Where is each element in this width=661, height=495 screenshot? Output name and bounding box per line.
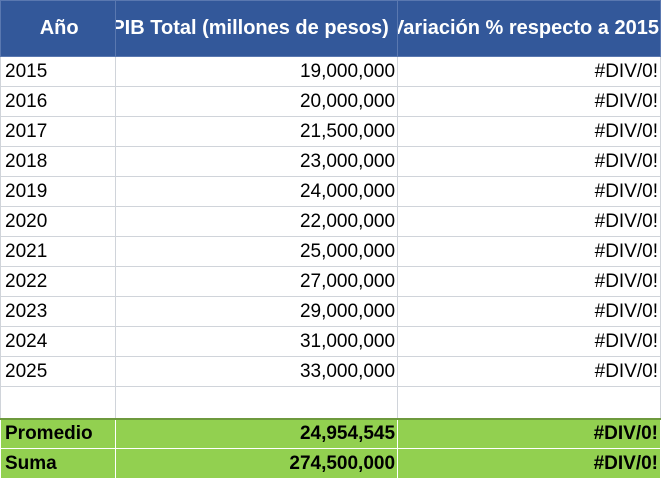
empty-cell[interactable] bbox=[115, 386, 399, 419]
cell-year[interactable]: 2024 bbox=[0, 326, 117, 357]
header-cell-year[interactable]: Año bbox=[0, 0, 117, 57]
table-row: 2021 25,000,000 #DIV/0! bbox=[0, 236, 661, 267]
sum-row: Suma 274,500,000 #DIV/0! bbox=[0, 448, 661, 479]
table-row: 2025 33,000,000 #DIV/0! bbox=[0, 356, 661, 387]
average-pib[interactable]: 24,954,545 bbox=[115, 417, 399, 449]
cell-year[interactable]: 2019 bbox=[0, 176, 117, 207]
table-row: 2019 24,000,000 #DIV/0! bbox=[0, 176, 661, 207]
cell-year[interactable]: 2018 bbox=[0, 146, 117, 177]
table-row: 2023 29,000,000 #DIV/0! bbox=[0, 296, 661, 327]
table-row: 2024 31,000,000 #DIV/0! bbox=[0, 326, 661, 357]
average-label[interactable]: Promedio bbox=[0, 417, 117, 449]
cell-pib[interactable]: 24,000,000 bbox=[115, 176, 399, 207]
header-cell-variation[interactable]: Variación % respecto a 2015 bbox=[397, 0, 661, 57]
table-row: 2022 27,000,000 #DIV/0! bbox=[0, 266, 661, 297]
cell-variation[interactable]: #DIV/0! bbox=[397, 146, 661, 177]
cell-year[interactable]: 2022 bbox=[0, 266, 117, 297]
table-row: 2018 23,000,000 #DIV/0! bbox=[0, 146, 661, 177]
cell-variation[interactable]: #DIV/0! bbox=[397, 266, 661, 297]
cell-year[interactable]: 2021 bbox=[0, 236, 117, 267]
empty-row bbox=[0, 386, 661, 419]
average-row: Promedio 24,954,545 #DIV/0! bbox=[0, 417, 661, 449]
sum-label[interactable]: Suma bbox=[0, 448, 117, 479]
cell-variation[interactable]: #DIV/0! bbox=[397, 236, 661, 267]
cell-pib[interactable]: 23,000,000 bbox=[115, 146, 399, 177]
cell-pib[interactable]: 21,500,000 bbox=[115, 116, 399, 147]
cell-pib[interactable]: 27,000,000 bbox=[115, 266, 399, 297]
cell-year[interactable]: 2025 bbox=[0, 356, 117, 387]
cell-year[interactable]: 2016 bbox=[0, 86, 117, 117]
cell-variation[interactable]: #DIV/0! bbox=[397, 206, 661, 237]
cell-pib[interactable]: 19,000,000 bbox=[115, 56, 399, 87]
cell-pib[interactable]: 29,000,000 bbox=[115, 296, 399, 327]
cell-pib[interactable]: 33,000,000 bbox=[115, 356, 399, 387]
empty-cell[interactable] bbox=[397, 386, 661, 419]
cell-pib[interactable]: 31,000,000 bbox=[115, 326, 399, 357]
header-cell-pib[interactable]: PIB Total (millones de pesos) bbox=[115, 0, 399, 57]
empty-cell[interactable] bbox=[0, 386, 117, 419]
sum-variation[interactable]: #DIV/0! bbox=[397, 448, 661, 479]
cell-variation[interactable]: #DIV/0! bbox=[397, 86, 661, 117]
cell-variation[interactable]: #DIV/0! bbox=[397, 296, 661, 327]
cell-variation[interactable]: #DIV/0! bbox=[397, 356, 661, 387]
table-row: 2020 22,000,000 #DIV/0! bbox=[0, 206, 661, 237]
cell-pib[interactable]: 22,000,000 bbox=[115, 206, 399, 237]
cell-year[interactable]: 2015 bbox=[0, 56, 117, 87]
table-row: 2015 19,000,000 #DIV/0! bbox=[0, 56, 661, 87]
pib-table: Año PIB Total (millones de pesos) Variac… bbox=[0, 0, 661, 479]
cell-year[interactable]: 2023 bbox=[0, 296, 117, 327]
sum-pib[interactable]: 274,500,000 bbox=[115, 448, 399, 479]
header-row: Año PIB Total (millones de pesos) Variac… bbox=[0, 0, 661, 57]
cell-pib[interactable]: 20,000,000 bbox=[115, 86, 399, 117]
table-row: 2016 20,000,000 #DIV/0! bbox=[0, 86, 661, 117]
cell-year[interactable]: 2017 bbox=[0, 116, 117, 147]
cell-year[interactable]: 2020 bbox=[0, 206, 117, 237]
cell-variation[interactable]: #DIV/0! bbox=[397, 326, 661, 357]
table-row: 2017 21,500,000 #DIV/0! bbox=[0, 116, 661, 147]
cell-variation[interactable]: #DIV/0! bbox=[397, 56, 661, 87]
cell-variation[interactable]: #DIV/0! bbox=[397, 176, 661, 207]
average-variation[interactable]: #DIV/0! bbox=[397, 417, 661, 449]
cell-variation[interactable]: #DIV/0! bbox=[397, 116, 661, 147]
cell-pib[interactable]: 25,000,000 bbox=[115, 236, 399, 267]
